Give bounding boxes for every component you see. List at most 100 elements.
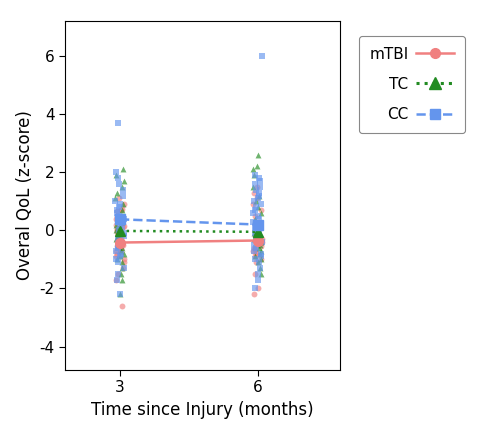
Point [249, 184, 257, 190]
Point [254, 227, 262, 234]
Point [250, 198, 258, 205]
Point [254, 230, 262, 237]
Point [120, 228, 128, 235]
Point [251, 181, 259, 187]
Point [258, 207, 266, 213]
Point [250, 253, 258, 260]
Point [256, 241, 264, 248]
Point [256, 265, 264, 272]
Point [118, 303, 126, 309]
Point [113, 227, 121, 234]
Point [112, 215, 120, 222]
Point [250, 244, 258, 251]
Point [114, 241, 122, 248]
Point [114, 238, 122, 245]
Point [112, 256, 120, 263]
Point [258, 243, 266, 250]
Point [112, 172, 120, 178]
Point [112, 253, 120, 260]
Point [256, 201, 264, 208]
Point [255, 215, 263, 222]
Point [257, 210, 265, 216]
Point [252, 244, 260, 251]
Point [116, 253, 124, 260]
Point [256, 250, 264, 257]
Point [254, 189, 262, 196]
Point [252, 253, 260, 260]
Point [257, 247, 265, 254]
Point [115, 204, 123, 210]
Point [114, 207, 122, 213]
Point [120, 259, 128, 266]
Point [252, 198, 260, 205]
Point [119, 224, 127, 231]
Point [112, 195, 120, 202]
Point [112, 198, 120, 205]
Point [112, 247, 120, 254]
Point [116, 221, 124, 228]
Point [114, 241, 122, 248]
Point [253, 184, 261, 190]
Point [251, 285, 259, 292]
Point [120, 233, 128, 240]
Point [257, 271, 265, 278]
Point [255, 218, 263, 225]
Point [114, 244, 122, 251]
Point [256, 265, 264, 272]
Point [256, 184, 264, 190]
Point [115, 195, 123, 202]
Point [119, 186, 127, 193]
Point [117, 207, 125, 213]
Point [257, 240, 265, 247]
Point [116, 233, 124, 240]
Point [120, 192, 128, 199]
Point [114, 271, 122, 278]
Point [114, 119, 122, 126]
Point [256, 237, 264, 244]
Point [250, 247, 258, 254]
Point [114, 233, 122, 240]
Point [117, 249, 125, 255]
Point [114, 230, 122, 237]
Point [252, 259, 260, 266]
Point [114, 238, 122, 245]
Point [251, 227, 259, 234]
Point [254, 221, 262, 228]
Point [254, 212, 262, 219]
Point [250, 233, 258, 240]
Point [115, 239, 123, 246]
Point [120, 265, 128, 272]
Point [119, 201, 127, 208]
Point [118, 276, 126, 283]
Point [120, 201, 128, 208]
Point [119, 265, 127, 272]
Point [112, 227, 120, 234]
Point [120, 223, 128, 230]
Point [114, 236, 122, 243]
Point [116, 244, 124, 251]
Point [250, 247, 258, 254]
Point [254, 204, 262, 210]
Point [252, 212, 260, 219]
Point [256, 224, 264, 231]
Point [116, 253, 124, 260]
Point [116, 291, 124, 298]
Point [252, 256, 260, 263]
Point [116, 240, 124, 247]
Point [120, 178, 128, 184]
Point [258, 53, 266, 60]
Point [254, 276, 262, 283]
Point [113, 228, 121, 235]
Legend: mTBI, TC, CC: mTBI, TC, CC [358, 36, 465, 133]
Point [254, 192, 262, 199]
Point [256, 256, 264, 263]
Point [113, 250, 121, 257]
Point [117, 230, 125, 237]
Point [112, 276, 120, 283]
Point [118, 247, 126, 254]
Point [254, 244, 262, 251]
Point [116, 181, 124, 187]
Point [112, 247, 120, 254]
Point [114, 234, 122, 241]
Point [255, 259, 263, 266]
